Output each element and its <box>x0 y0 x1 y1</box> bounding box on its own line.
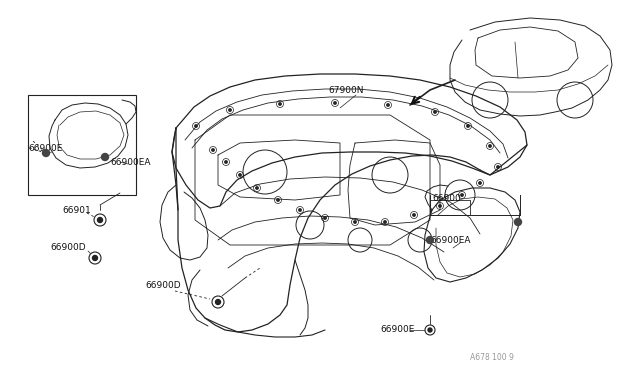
Circle shape <box>489 145 492 147</box>
Circle shape <box>515 218 522 225</box>
Circle shape <box>102 154 109 160</box>
Circle shape <box>387 104 389 106</box>
Circle shape <box>425 325 435 335</box>
Circle shape <box>334 102 336 104</box>
Text: 66900E: 66900E <box>380 326 414 334</box>
Text: 66900E: 66900E <box>28 144 62 153</box>
Circle shape <box>195 125 197 127</box>
Circle shape <box>497 166 499 168</box>
Circle shape <box>467 125 469 127</box>
Circle shape <box>428 328 432 332</box>
Circle shape <box>354 221 356 223</box>
Circle shape <box>93 256 97 260</box>
Text: 66901: 66901 <box>62 205 91 215</box>
Circle shape <box>256 187 258 189</box>
Circle shape <box>216 299 221 305</box>
Circle shape <box>279 103 281 105</box>
Text: 66900D: 66900D <box>145 280 180 289</box>
Circle shape <box>426 237 433 244</box>
Circle shape <box>324 217 326 219</box>
Circle shape <box>97 218 102 222</box>
Bar <box>28 95 136 195</box>
Text: A678 100 9: A678 100 9 <box>470 353 514 362</box>
Circle shape <box>42 150 49 157</box>
Circle shape <box>413 214 415 216</box>
Circle shape <box>239 174 241 176</box>
Circle shape <box>89 252 101 264</box>
Circle shape <box>299 209 301 211</box>
Circle shape <box>277 199 279 201</box>
Circle shape <box>461 194 463 196</box>
Circle shape <box>212 296 224 308</box>
Circle shape <box>229 109 231 111</box>
Circle shape <box>212 149 214 151</box>
Text: 66900EA: 66900EA <box>430 235 470 244</box>
Circle shape <box>439 205 441 207</box>
Circle shape <box>94 214 106 226</box>
Circle shape <box>434 111 436 113</box>
Circle shape <box>225 161 227 163</box>
Text: 66900: 66900 <box>432 193 461 202</box>
Text: 67900N: 67900N <box>328 86 364 94</box>
Circle shape <box>384 221 386 223</box>
Text: 66900EA: 66900EA <box>110 157 150 167</box>
Text: 66900D: 66900D <box>50 244 86 253</box>
Circle shape <box>479 182 481 184</box>
